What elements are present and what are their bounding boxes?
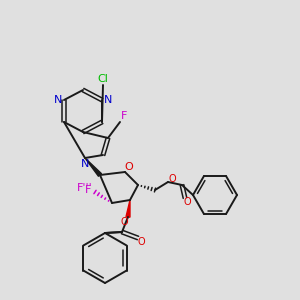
Text: O: O (183, 197, 191, 207)
Text: F: F (85, 185, 91, 195)
Text: N: N (81, 159, 89, 169)
Polygon shape (85, 158, 101, 176)
Text: O: O (168, 174, 176, 184)
Text: N: N (104, 95, 112, 105)
Text: F''': F''' (77, 183, 93, 193)
Text: O: O (137, 237, 145, 247)
Text: Cl: Cl (98, 74, 108, 84)
Polygon shape (126, 200, 130, 217)
Text: F: F (121, 111, 127, 121)
Text: O: O (124, 162, 134, 172)
Text: O: O (120, 217, 128, 227)
Text: N: N (54, 95, 62, 105)
